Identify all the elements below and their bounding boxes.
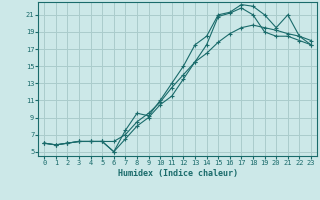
X-axis label: Humidex (Indice chaleur): Humidex (Indice chaleur) (118, 169, 238, 178)
